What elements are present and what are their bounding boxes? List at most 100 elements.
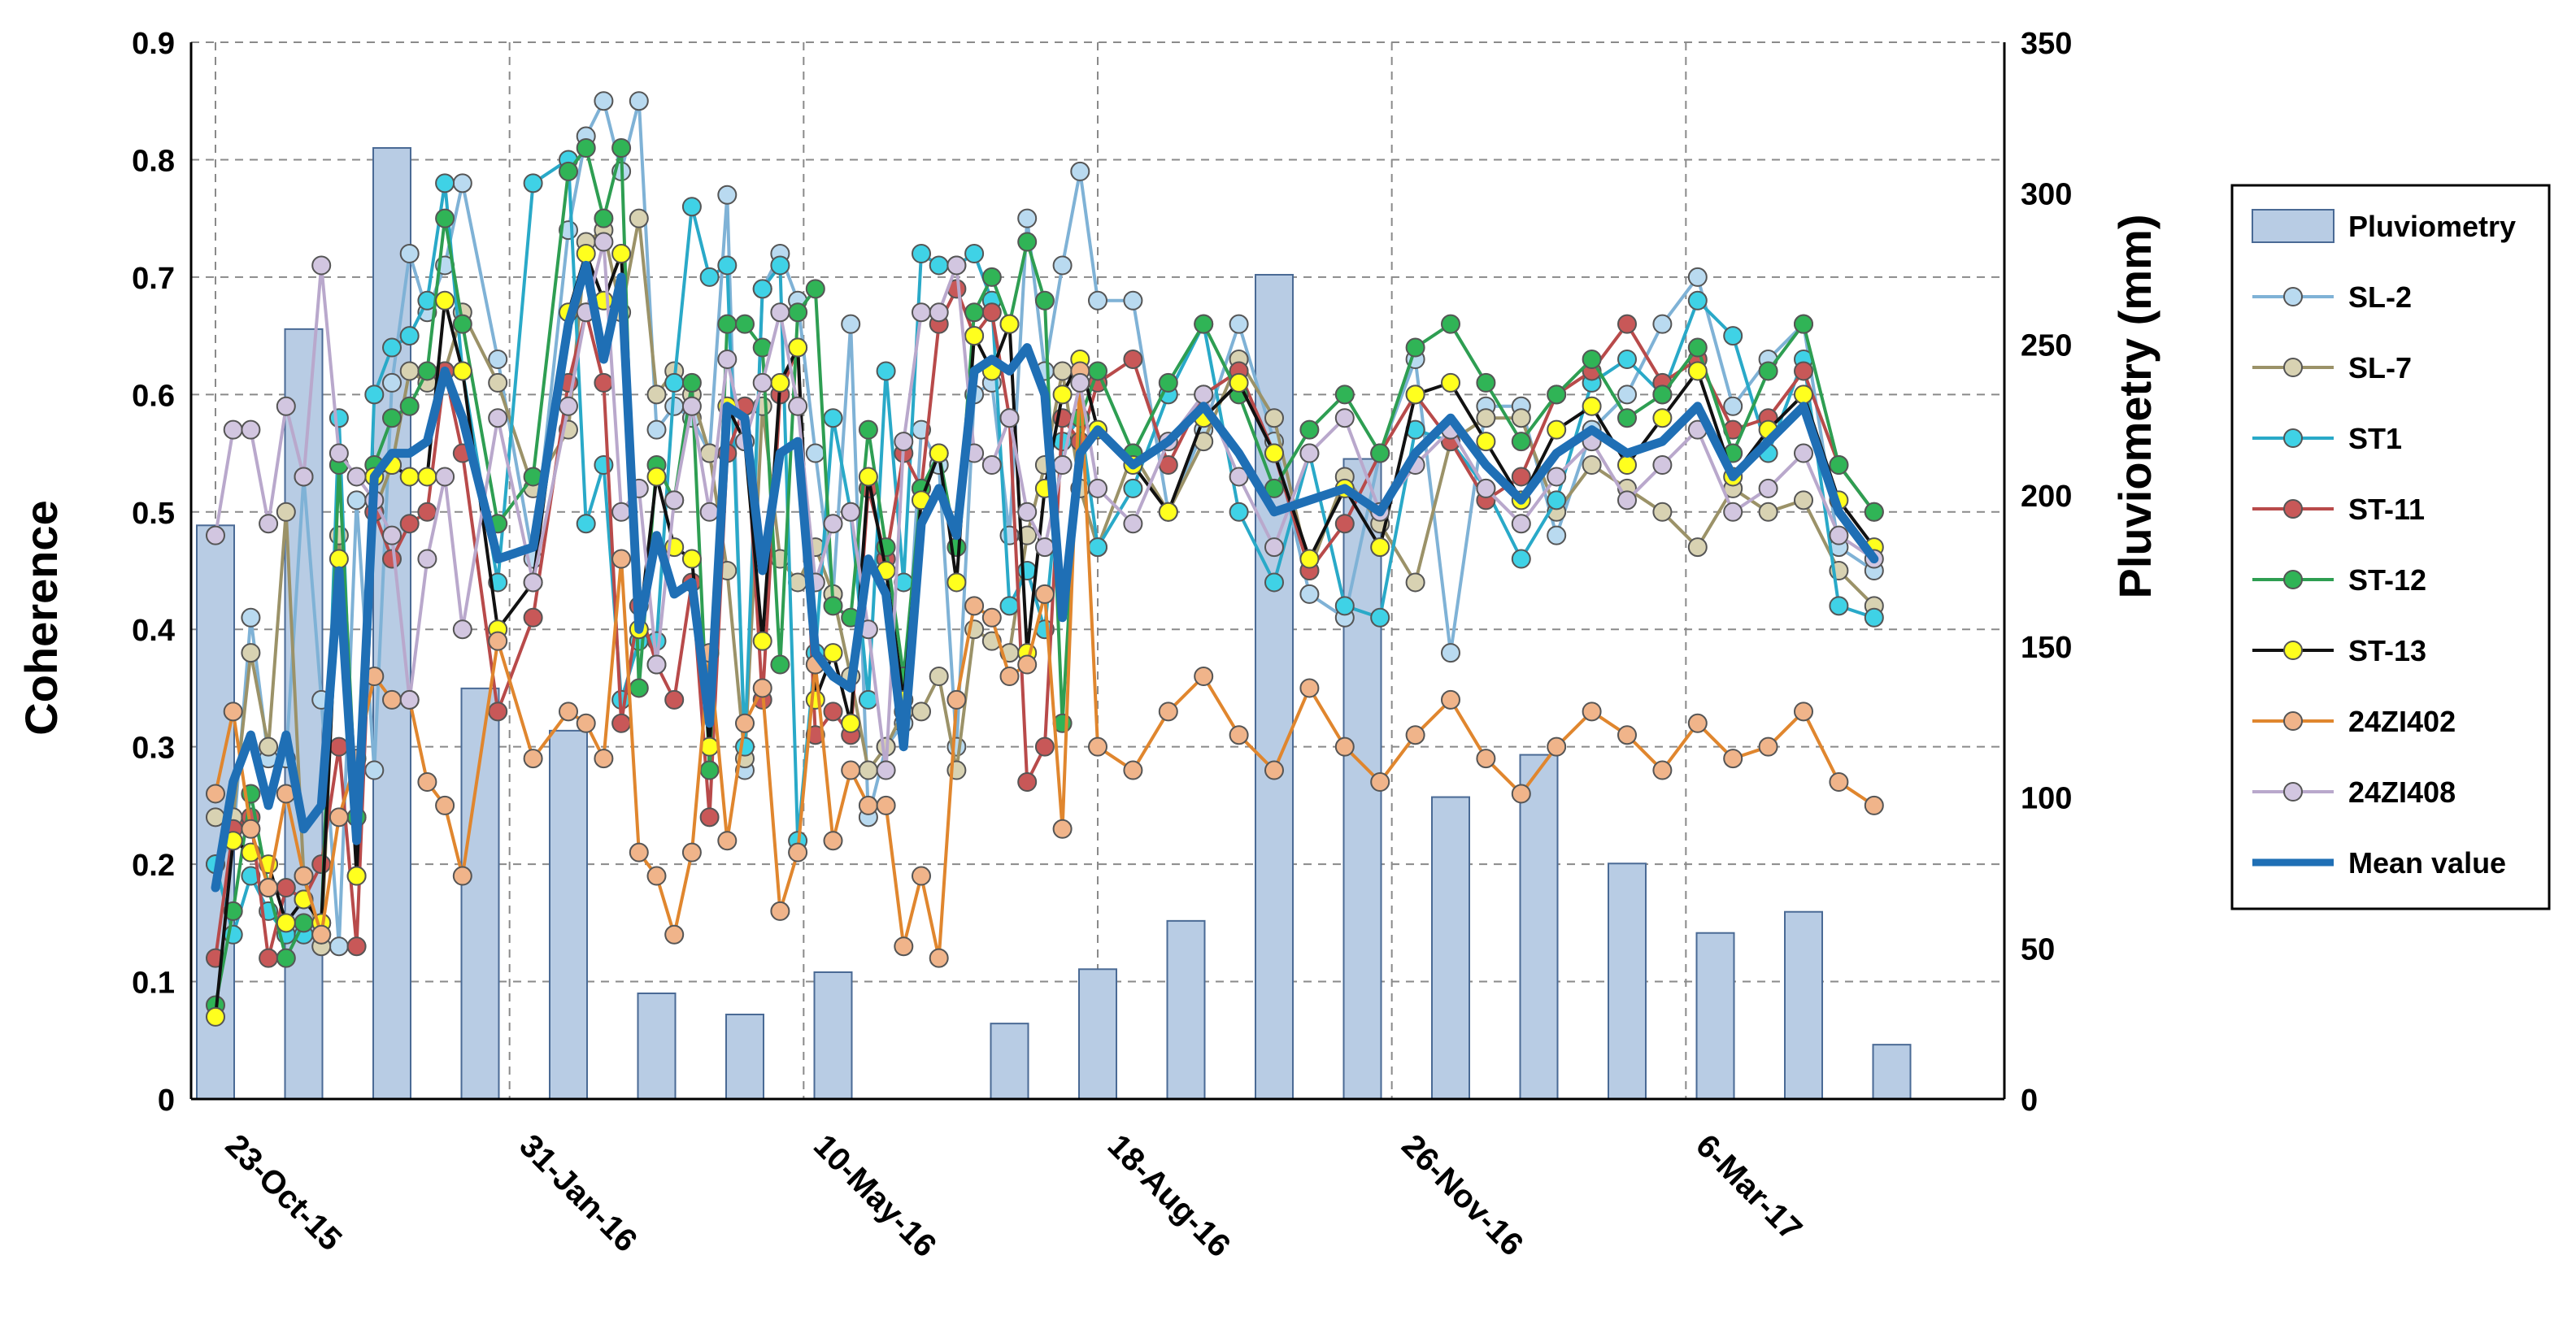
data-point [1123,478,1143,498]
data-point [1088,537,1107,558]
data-point [559,702,578,722]
data-point [1299,419,1320,440]
data-point [981,267,1002,287]
data-point [452,173,472,193]
data-point [276,878,296,897]
y-tick-label: 0.9 [132,27,175,61]
data-point [1052,361,1073,381]
data-point [876,361,896,381]
data-point [1547,736,1567,757]
data-point [276,948,296,968]
pluviometry-bar [284,328,324,1101]
data-point [488,408,508,428]
data-point [999,667,1020,686]
data-point [841,314,861,334]
data-point [417,772,437,792]
data-point [1687,267,1708,287]
data-point [752,631,772,651]
data-point [912,244,931,263]
data-point [1088,290,1107,311]
y-tick-label: 0.6 [132,379,175,413]
data-point [399,396,420,416]
data-point [1441,643,1460,663]
data-point [1088,736,1107,757]
data-point [1687,361,1708,381]
data-point [559,396,578,416]
data-point [1334,736,1355,757]
legend-entry-sl-2: SL-2 [2252,280,2412,314]
legend-entry-st-12: ST-12 [2252,563,2426,597]
data-point [1370,607,1390,628]
data-point [646,384,667,405]
series-line [214,240,1876,772]
data-point [576,713,596,733]
y2-tick-label: 300 [2021,178,2072,212]
data-point [576,244,596,263]
data-point [805,443,825,463]
data-point [594,232,614,252]
data-point [999,596,1020,616]
series-line [214,146,1876,1007]
y-tick-label: 0.5 [132,497,175,531]
data-point [946,572,967,593]
y-tick-label: 0.8 [132,144,175,178]
data-point [1441,689,1460,710]
data-point [1123,350,1143,369]
data-point [717,185,738,205]
data-point [1264,572,1284,593]
legend-label: Mean value [2348,846,2506,880]
legend-marker [2283,641,2303,660]
data-point [1652,384,1673,405]
data-point [259,878,279,897]
data-point [1070,372,1090,393]
data-point [594,208,614,228]
pluviometry-bar [549,729,588,1100]
data-point [1441,372,1460,393]
data-point [1617,384,1637,405]
data-point [294,913,314,933]
data-point [1229,725,1249,745]
data-point [311,255,332,276]
data-point [894,936,914,957]
data-point [1370,537,1390,558]
y-tick-label: 0.2 [132,849,175,883]
data-point [611,713,632,733]
data-point [523,173,543,193]
data-point [1052,455,1073,475]
data-point [1034,290,1055,311]
data-point [329,408,349,428]
y2-tick-label: 350 [2021,27,2072,61]
data-point [1617,350,1637,369]
data-point [664,372,685,393]
data-point [1017,232,1038,252]
data-point [823,408,843,428]
data-point [717,350,738,369]
data-point [1723,326,1743,346]
data-point [1123,290,1143,311]
pluviometry-bar [1784,910,1823,1100]
data-point [999,408,1020,428]
data-point [417,361,437,381]
data-point [946,255,967,276]
data-point [823,702,843,722]
y2-tick-label: 250 [2021,328,2072,363]
data-point [435,290,455,311]
data-point [399,326,420,346]
data-point [259,736,279,757]
data-point [699,760,720,780]
legend: Pluviometry SL-2 SL-7 ST1 ST-11 ST-12 ST-13 24Z… [2230,184,2551,910]
data-point [699,502,720,522]
data-point [1582,455,1602,475]
data-point [346,467,367,487]
data-point [929,443,949,463]
pluviometry-bar [813,971,853,1100]
legend-label: ST-11 [2348,493,2425,526]
data-point [594,749,614,769]
data-point [1334,408,1355,428]
data-point [752,678,772,698]
data-point [770,302,790,323]
data-point [646,654,667,675]
data-point [1687,337,1708,358]
data-point [594,372,614,393]
data-point [629,842,649,862]
